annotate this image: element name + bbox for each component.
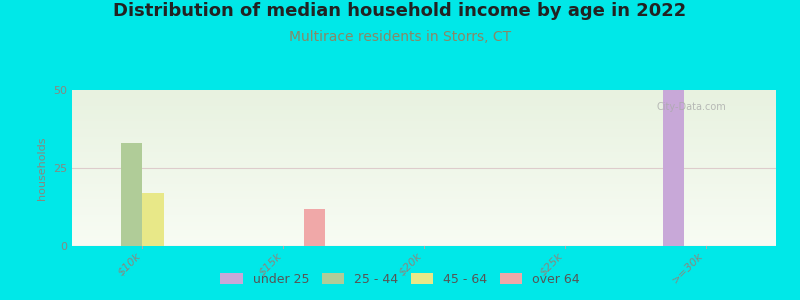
Text: Multirace residents in Storrs, CT: Multirace residents in Storrs, CT xyxy=(289,30,511,44)
Bar xyxy=(663,90,685,246)
Bar xyxy=(142,193,163,246)
Text: City-Data.com: City-Data.com xyxy=(656,103,726,112)
Legend: under 25, 25 - 44, 45 - 64, over 64: under 25, 25 - 44, 45 - 64, over 64 xyxy=(215,268,585,291)
Text: Distribution of median household income by age in 2022: Distribution of median household income … xyxy=(114,2,686,20)
Bar xyxy=(304,208,326,246)
Bar xyxy=(122,143,142,246)
Y-axis label: households: households xyxy=(38,136,47,200)
